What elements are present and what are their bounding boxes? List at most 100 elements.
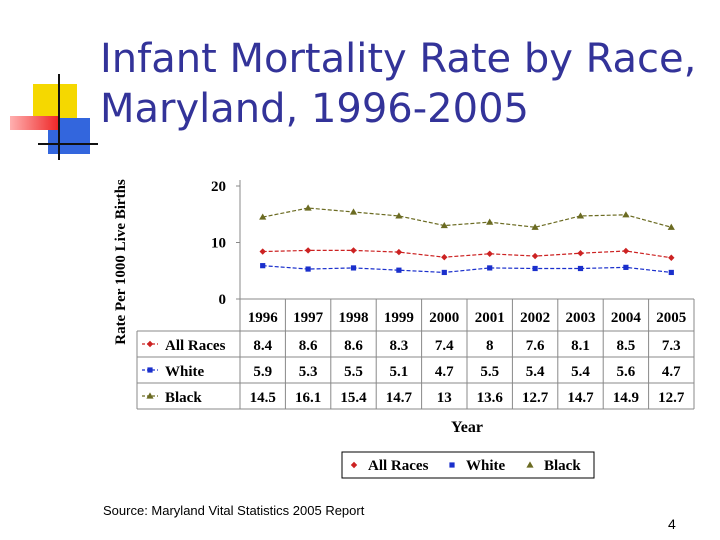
data-point [668,254,675,261]
table-cell-value: 14.9 [613,390,639,406]
slide-title-line1: Infant Mortality Rate by Race, [100,36,697,82]
data-point [622,247,630,255]
table-cell-value: 15.4 [340,390,367,406]
slide-title-line2: Maryland, 1996-2005 [100,86,529,132]
table-cell-value: 8 [486,338,494,354]
x-tick-label: 1998 [339,310,369,326]
x-tick-label: 2000 [429,310,459,326]
table-cell-value: 5.5 [344,364,363,380]
data-point [260,263,266,269]
table-cell-value: 5.3 [299,364,318,380]
data-point [576,212,585,219]
table-cell-value: 5.6 [617,364,636,380]
table-cell-value: 12.7 [522,390,549,406]
data-point [305,266,311,272]
data-point [577,250,584,257]
x-tick-label: 2005 [656,310,686,326]
data-point [486,218,494,225]
table-series-name: All Races [165,338,226,354]
table-cell-value: 5.5 [480,364,499,380]
x-tick-label: 2002 [520,310,550,326]
table-cell-value: 7.3 [662,338,681,354]
table-cell-value: 4.7 [662,364,681,380]
data-point [441,269,447,276]
legend-label: All Races [368,458,429,474]
y-axis-label: Rate Per 1000 Live Births [113,179,129,345]
chart-axes: Rate Per 1000 Live Births 0 10 20 Year [113,179,483,436]
table-cell-value: 5.4 [571,364,590,380]
data-point [304,247,312,254]
data-point [395,212,403,219]
data-point [622,211,630,218]
x-tick-label: 2003 [566,310,596,326]
legend: All Races White Black [341,451,595,479]
source-note: Source: Maryland Vital Statistics 2005 R… [103,503,365,518]
table-cell-value: 5.4 [526,364,545,380]
y-tick-label: 0 [219,292,227,308]
data-point [395,248,403,256]
x-tick-label: 2001 [475,310,505,326]
data-point [531,252,539,260]
table-cell-value: 16.1 [295,390,321,406]
data-point [350,247,357,254]
table-cell-value: 5.1 [390,364,409,380]
data-point [667,223,675,230]
y-tick-label: 20 [211,179,226,195]
data-point [441,253,448,261]
legend-marker [526,461,534,468]
x-tick-label: 1997 [293,310,324,326]
table-cell-value: 14.7 [386,390,413,406]
table-cell-value: 7.6 [526,338,545,354]
series-line-all-races [262,249,672,259]
legend-label: Black [544,458,581,474]
x-tick-label: 1996 [248,310,279,326]
data-point [259,248,266,255]
data-point [531,223,539,230]
deco-vertical-line [58,74,60,160]
data-point [487,265,493,271]
table-legend-marker [146,392,154,399]
table-cell-value: 8.3 [390,338,409,354]
deco-red-bar [10,116,60,130]
data-point [304,204,312,211]
table-series-name: Black [165,390,202,406]
y-tick-label: 10 [211,236,226,252]
data-point [259,213,267,220]
table-cell-value: 12.7 [658,390,685,406]
table-cell-value: 8.4 [253,338,272,354]
x-tick-label: 2004 [611,310,642,326]
data-point [396,267,402,273]
data-point [668,269,674,276]
deco-horizontal-line [38,143,98,145]
table-series-name: White [165,364,205,380]
series-line-black [262,207,672,228]
data-point [532,265,538,272]
legend-marker [449,462,455,468]
data-point [577,265,584,272]
data-point [486,250,493,257]
table-legend-marker [146,340,154,348]
table-legend-marker [147,367,153,373]
x-tick-label: 1999 [384,310,414,326]
table-cell-value: 4.7 [435,364,454,380]
series-line-white [262,265,672,274]
slide-title: Infant Mortality Rate by Race, Maryland,… [100,34,710,134]
data-table: 1996 1997 1998 1999 2000 2001 2002 2003 2004 2005… [136,298,695,410]
table-cell-value: 8.6 [299,338,318,354]
data-point [440,221,448,229]
table-cell-value: 13 [437,390,452,406]
data-point [350,265,357,271]
table-cell-value: 7.4 [435,338,454,354]
table-cell-value: 5.9 [253,364,272,380]
chart-series [259,204,675,276]
table-cell-value: 8.6 [344,338,363,354]
table-cell-value: 8.1 [571,338,590,354]
page-number: 4 [668,516,676,532]
data-point [623,264,629,270]
legend-label: White [466,458,506,474]
data-point [349,208,358,215]
legend-marker [350,461,358,469]
table-cell-value: 14.5 [250,390,276,406]
table-cell-value: 14.7 [567,390,594,406]
